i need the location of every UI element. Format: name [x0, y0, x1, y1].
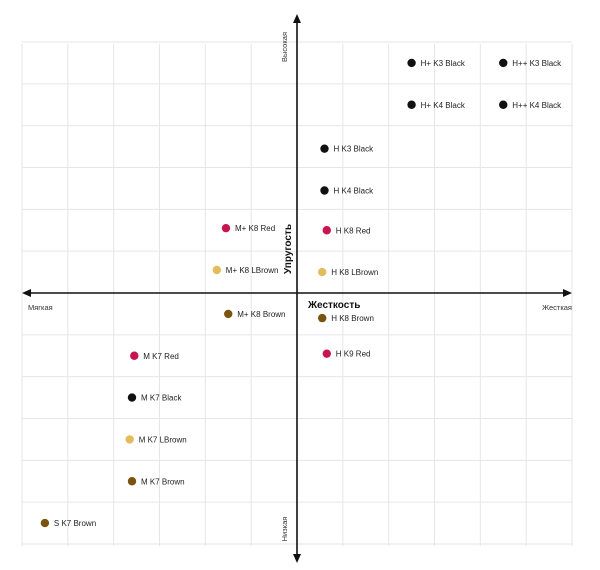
- data-point: M K7 Brown: [127, 477, 185, 486]
- data-points: H+ K3 Black H++ K3 Black H+ K4 Black H++ K4…: [40, 58, 562, 528]
- data-point: M K7 LBrown: [125, 435, 187, 444]
- data-point-marker: [127, 393, 137, 402]
- data-point-label: M+ K8 LBrown: [226, 266, 279, 275]
- data-point-marker: [499, 58, 508, 68]
- data-point-label: H K4 Black: [334, 187, 375, 196]
- data-point-label: H K8 Brown: [331, 314, 374, 323]
- data-point: H K8 LBrown: [318, 267, 378, 277]
- data-point-label: M K7 Red: [143, 352, 179, 361]
- data-point: M+ K8 Red: [221, 223, 275, 233]
- data-point: H K8 Red: [322, 226, 371, 235]
- data-point-label: M+ K8 Brown: [237, 310, 285, 319]
- data-point: H++ K3 Black: [499, 58, 562, 68]
- data-point-label: H++ K3 Black: [512, 59, 562, 68]
- x-axis-min-label: Мягкая: [28, 303, 53, 312]
- data-point-marker: [322, 226, 331, 235]
- data-point-marker: [212, 265, 221, 275]
- x-axis-title: Жесткость: [307, 300, 360, 311]
- data-point: M+ K8 LBrown: [212, 265, 279, 275]
- data-point-label: H K8 Red: [336, 226, 371, 235]
- data-point-label: H K8 LBrown: [331, 268, 378, 277]
- data-point-marker: [499, 100, 508, 109]
- data-point-label: H K3 Black: [334, 145, 375, 154]
- data-point: M+ K8 Brown: [224, 309, 286, 319]
- data-point-label: H+ K4 Black: [421, 101, 466, 110]
- data-point: M K7 Red: [130, 351, 179, 361]
- data-point-marker: [318, 313, 327, 323]
- y-axis-title: Упругость: [283, 224, 294, 274]
- data-point-marker: [320, 186, 329, 195]
- data-point-marker: [125, 435, 134, 444]
- y-axis-arrow-down-icon: [293, 554, 301, 563]
- data-point-marker: [320, 144, 329, 153]
- data-point: H K9 Red: [322, 349, 371, 359]
- x-axis-arrow-left-icon: [22, 289, 31, 297]
- data-point-label: M K7 LBrown: [139, 435, 187, 444]
- data-point: H K3 Black: [320, 144, 375, 154]
- data-point: H+ K4 Black: [407, 100, 466, 110]
- data-point-label: M+ K8 Red: [235, 224, 275, 233]
- data-point-marker: [40, 518, 50, 528]
- data-point: S K7 Brown: [40, 518, 96, 528]
- data-point-label: S K7 Brown: [54, 519, 96, 528]
- data-point-marker: [127, 477, 137, 486]
- data-point: H+ K3 Black: [407, 58, 466, 68]
- data-point: H++ K4 Black: [499, 100, 562, 110]
- data-point-marker: [221, 223, 231, 233]
- data-point-label: M K7 Black: [141, 394, 182, 403]
- data-point-marker: [407, 58, 416, 68]
- data-point: M K7 Black: [127, 393, 182, 403]
- y-axis-arrow-up-icon: [293, 14, 301, 23]
- data-point-label: H K9 Red: [336, 350, 371, 359]
- data-point-marker: [130, 351, 139, 360]
- data-point-marker: [224, 309, 233, 319]
- data-point-label: H++ K4 Black: [512, 101, 562, 110]
- data-point-marker: [407, 100, 416, 109]
- x-axis-max-label: Жесткая: [542, 303, 572, 312]
- data-point-marker: [318, 267, 327, 277]
- data-point-marker: [322, 349, 331, 358]
- data-point-label: H+ K3 Black: [421, 59, 466, 68]
- data-point: H K4 Black: [320, 186, 375, 196]
- data-point-label: M K7 Brown: [141, 477, 185, 486]
- y-axis-min-label: Низкая: [280, 517, 289, 542]
- data-point: H K8 Brown: [318, 313, 374, 323]
- y-axis-max-label: Высокая: [280, 32, 289, 62]
- x-axis-arrow-right-icon: [563, 289, 572, 297]
